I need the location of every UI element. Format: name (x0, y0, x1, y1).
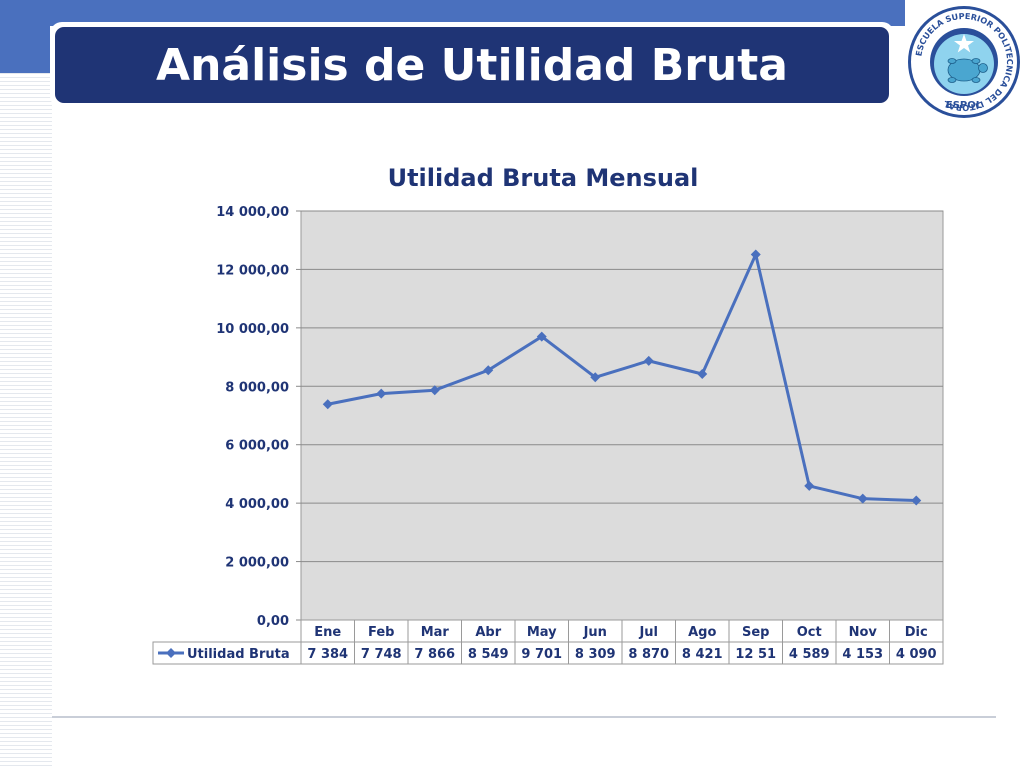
x-category-label: Ene (314, 625, 341, 640)
plot-area (300, 210, 944, 621)
data-table-value: 8 309 (575, 647, 616, 662)
espol-logo: ESCUELA SUPERIOR POLITECNICA DEL LITORAL… (908, 6, 1020, 118)
x-category-label: Jul (638, 625, 658, 640)
series-line (327, 253, 917, 503)
turtle-icon (947, 58, 988, 83)
x-category-label: Feb (368, 625, 394, 640)
data-table-value: 4 090 (896, 647, 937, 662)
chart-title: Utilidad Bruta Mensual (387, 164, 699, 192)
y-tick-label: 0,00 (257, 614, 289, 629)
data-point (911, 495, 922, 506)
data-table-value: 7 384 (307, 647, 348, 662)
footer-rule (52, 716, 996, 718)
x-category-label: Abr (475, 625, 501, 640)
x-category-label: Nov (849, 625, 878, 640)
y-tick-label: 2 000,00 (225, 556, 289, 571)
y-tick-label: 10 000,00 (216, 322, 289, 337)
left-accent-bar (0, 26, 50, 73)
data-point (429, 385, 440, 396)
y-tick-label: 12 000,00 (216, 263, 289, 278)
title-banner: Análisis de Utilidad Bruta (50, 22, 894, 108)
y-tick-label: 14 000,00 (216, 205, 289, 220)
data-table-value: 4 589 (789, 647, 830, 662)
data-point (590, 372, 601, 383)
x-category-label: May (527, 625, 557, 640)
data-table-value: 7 748 (361, 647, 402, 662)
y-tick-label: 8 000,00 (225, 380, 289, 395)
x-category-label: Jun (583, 625, 607, 640)
left-stripe-pattern (0, 73, 52, 768)
header-band (0, 0, 905, 26)
data-point (536, 331, 547, 342)
data-point (483, 365, 494, 376)
x-category-label: Oct (797, 625, 822, 640)
data-point (643, 355, 654, 366)
data-table-value: 8 870 (628, 647, 669, 662)
legend-diamond-icon (166, 648, 176, 658)
y-tick-label: 6 000,00 (225, 439, 289, 454)
data-table-value: 8 421 (682, 647, 723, 662)
data-table-value: 8 549 (468, 647, 509, 662)
x-category-label: Ago (688, 625, 716, 640)
data-point (697, 368, 708, 379)
title-banner-inner: Análisis de Utilidad Bruta (55, 27, 889, 103)
data-point (376, 388, 387, 399)
data-table-value: 9 701 (521, 647, 562, 662)
data-point (804, 480, 815, 491)
y-tick-label: 4 000,00 (225, 497, 289, 512)
star-icon (954, 34, 974, 53)
data-point (322, 399, 333, 410)
x-category-label: Dic (905, 625, 928, 640)
logo-label: ESPOL (946, 100, 983, 111)
data-table-value: 12 51 (735, 647, 776, 662)
data-table-value: 7 866 (414, 647, 455, 662)
data-point (750, 249, 761, 260)
slide-title: Análisis de Utilidad Bruta (156, 39, 788, 91)
x-category-label: Sep (742, 625, 770, 640)
legend-series-label: Utilidad Bruta (187, 647, 290, 662)
data-point (857, 493, 868, 504)
data-table-value: 4 153 (842, 647, 883, 662)
x-category-label: Mar (421, 625, 450, 640)
